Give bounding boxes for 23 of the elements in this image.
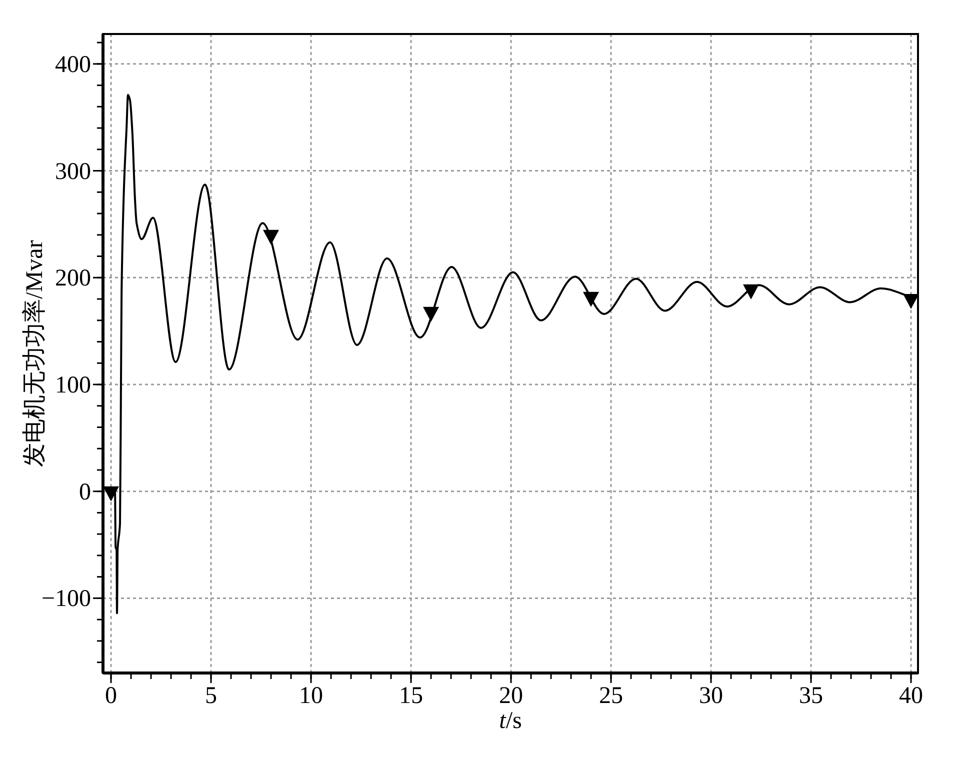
point <box>583 292 599 307</box>
x-tick-label: 35 <box>799 683 823 709</box>
y-axis-title: 发电机无功功率/Mvar <box>21 240 48 467</box>
x-tick-label: 20 <box>499 683 523 709</box>
x-tick-label: 25 <box>599 683 623 709</box>
x-tick-label: 15 <box>399 683 423 709</box>
y-tick-label: 300 <box>55 158 91 185</box>
point <box>743 284 759 300</box>
x-tick-label: 10 <box>299 683 323 709</box>
x-tick-label: 0 <box>105 683 117 709</box>
point <box>423 306 439 322</box>
y-tick-label: −100 <box>41 586 91 612</box>
y-tick-label: 100 <box>55 372 91 398</box>
x-tick-label: 30 <box>699 683 723 709</box>
point <box>263 230 279 245</box>
y-tick-label: 400 <box>55 52 91 78</box>
y-tick-label: 200 <box>55 266 91 292</box>
x-axis-title: t/s <box>499 708 522 734</box>
x-tick-label: 40 <box>899 683 923 709</box>
y-tick-label: 0 <box>79 479 91 506</box>
point <box>103 486 119 502</box>
point <box>903 294 919 310</box>
x-tick-label: 5 <box>205 683 217 709</box>
